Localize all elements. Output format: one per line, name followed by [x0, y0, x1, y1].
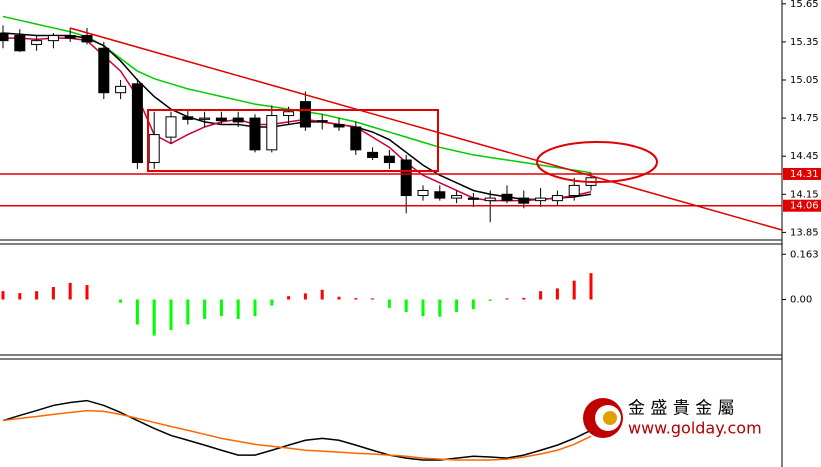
candle-body [47, 35, 59, 42]
oscillator-line [2, 409, 592, 461]
histogram-bar [18, 293, 22, 300]
plot-area [0, 15, 597, 461]
histogram-bar [270, 299, 274, 306]
level-label: 14.06 [790, 201, 819, 212]
oscillator-line [2, 399, 592, 461]
histogram-bar [421, 299, 425, 317]
histogram-bar [471, 299, 475, 310]
candle-body [350, 126, 362, 151]
moving-average [3, 37, 592, 202]
level-label-box [783, 167, 821, 180]
candle-body [501, 193, 513, 202]
candle-body [64, 35, 76, 39]
y-tick-label: 15.35 [790, 37, 819, 48]
candle-body [568, 184, 580, 197]
candle-body [467, 197, 479, 200]
histogram-bar [287, 296, 291, 300]
candle-body [518, 197, 530, 204]
histogram-bar [186, 299, 190, 325]
candle-body [14, 35, 26, 52]
highlight-ellipse [536, 141, 658, 183]
histogram-bar [51, 287, 55, 300]
y-tick-label: 13.85 [790, 227, 819, 238]
level-label-box [783, 199, 821, 212]
y-tick-label: 15.05 [790, 75, 819, 86]
histogram-bar [35, 291, 39, 300]
histogram-bar [119, 299, 123, 303]
candle-body [299, 101, 311, 128]
candle-body [451, 195, 463, 199]
candle-body [131, 83, 143, 164]
candle-body [81, 35, 93, 43]
y-tick-label: 0.163 [790, 249, 819, 260]
candle-body [98, 47, 110, 94]
histogram-bar [203, 299, 207, 319]
histogram-bar [589, 273, 593, 300]
candle-body [417, 189, 429, 197]
candle-body [115, 85, 127, 94]
histogram-bar [303, 293, 307, 300]
candle-body [367, 151, 379, 158]
y-tick-label: 14.75 [790, 113, 819, 124]
histogram-bar [253, 299, 257, 317]
histogram-bar [572, 280, 576, 300]
logo [603, 411, 617, 425]
level-label: 14.31 [790, 169, 819, 180]
histogram-bar [539, 291, 543, 300]
y-tick-label: 14.45 [790, 151, 819, 162]
histogram-bar [152, 299, 156, 336]
candle-body [215, 117, 227, 122]
histogram-bar [505, 298, 509, 300]
watermark-name: 金 盛 貴 金 屬 [628, 399, 735, 419]
candle-body [199, 117, 211, 120]
candle-body [535, 197, 547, 202]
histogram-bar [488, 299, 492, 301]
watermark: 金 盛 貴 金 屬 www.golday.com [583, 398, 762, 438]
histogram-bar [1, 291, 5, 300]
candle-body [232, 117, 244, 123]
candle-body [31, 40, 43, 45]
histogram-bar [555, 288, 559, 300]
candle-body [434, 191, 446, 199]
histogram-bar [219, 299, 223, 317]
candle-body [165, 116, 177, 138]
histogram-bar [371, 298, 375, 300]
histogram-bar [236, 299, 240, 319]
histogram-bar [320, 289, 324, 300]
moving-average [2, 32, 592, 201]
candle-body [400, 159, 412, 197]
candle-body [266, 115, 278, 151]
candle-body [484, 197, 496, 202]
candle-body [148, 134, 160, 164]
candle-body [182, 116, 194, 120]
y-tick-label: 15.65 [790, 0, 819, 10]
y-tick-label: 14.15 [790, 189, 819, 200]
candle-body [551, 195, 563, 202]
candle-body [249, 117, 261, 151]
histogram-bar [404, 299, 408, 312]
candle-body [283, 111, 295, 117]
watermark-url: www.golday.com [628, 419, 762, 438]
histogram-bar [85, 285, 89, 300]
range-box [147, 109, 439, 172]
histogram-bar [68, 282, 72, 300]
candle-body [383, 155, 395, 164]
histogram-bar [455, 299, 459, 312]
candle-body [0, 32, 9, 42]
histogram-bar [522, 297, 526, 300]
histogram-bar [135, 299, 139, 325]
histogram-bar [337, 296, 341, 300]
y-tick-label: 0.00 [790, 295, 812, 306]
histogram-bar [387, 299, 391, 308]
trend-line [69, 27, 783, 231]
histogram-bar [438, 299, 442, 317]
histogram-bar [354, 298, 358, 300]
candle-body [333, 123, 345, 128]
histogram-bar [169, 299, 173, 331]
candle-body [316, 120, 328, 123]
